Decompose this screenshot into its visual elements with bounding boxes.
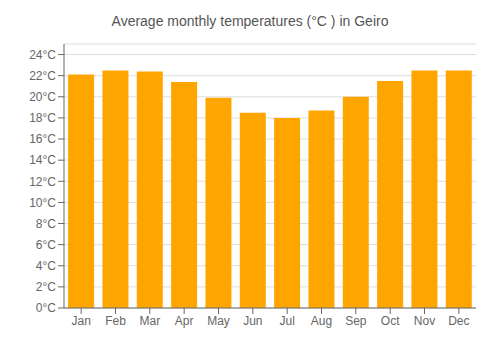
svg-text:0°C: 0°C [36, 301, 56, 315]
svg-text:4°C: 4°C [36, 259, 56, 273]
svg-text:Oct: Oct [381, 314, 400, 328]
svg-text:20°C: 20°C [29, 90, 56, 104]
svg-text:Jul: Jul [279, 314, 294, 328]
svg-text:2°C: 2°C [36, 280, 56, 294]
svg-text:Sep: Sep [345, 314, 367, 328]
svg-text:Aug: Aug [311, 314, 332, 328]
svg-text:May: May [207, 314, 230, 328]
svg-text:10°C: 10°C [29, 196, 56, 210]
svg-text:14°C: 14°C [29, 153, 56, 167]
svg-text:Jan: Jan [71, 314, 90, 328]
svg-text:Feb: Feb [105, 314, 126, 328]
svg-text:Apr: Apr [175, 314, 194, 328]
svg-text:Dec: Dec [448, 314, 469, 328]
svg-text:Jun: Jun [243, 314, 262, 328]
svg-text:8°C: 8°C [36, 217, 56, 231]
svg-text:22°C: 22°C [29, 69, 56, 83]
html-text:Average monthly temperatures (: Average monthly temperatures (°C ) in Ge… [111, 13, 389, 29]
svg-text:12°C: 12°C [29, 175, 56, 189]
svg-text:24°C: 24°C [29, 48, 56, 62]
svg-text:18°C: 18°C [29, 111, 56, 125]
svg-text:16°C: 16°C [29, 132, 56, 146]
svg-text:Mar: Mar [139, 314, 160, 328]
svg-text:Nov: Nov [414, 314, 435, 328]
svg-text:6°C: 6°C [36, 238, 56, 252]
